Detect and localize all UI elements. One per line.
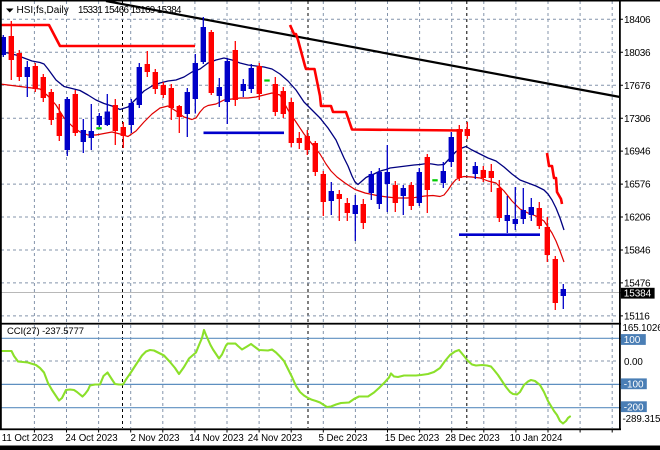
svg-text:11 Oct 2023: 11 Oct 2023 (2, 433, 54, 444)
svg-text:17676: 17676 (624, 81, 651, 92)
svg-text:CCI(27) -237.5777: CCI(27) -237.5777 (7, 326, 84, 337)
svg-text:-200: -200 (624, 402, 644, 413)
svg-text:28 Dec 2023: 28 Dec 2023 (445, 433, 499, 444)
svg-text:24 Nov 2023: 24 Nov 2023 (248, 433, 302, 444)
svg-text:15476: 15476 (624, 279, 651, 290)
svg-text:18036: 18036 (624, 48, 651, 59)
svg-text:15846: 15846 (624, 246, 651, 257)
svg-text:15331 15466 15169 15384: 15331 15466 15169 15384 (78, 5, 182, 16)
svg-text:0.00: 0.00 (624, 357, 643, 368)
svg-text:HSI,fs,Daily: HSI,fs,Daily (17, 5, 69, 16)
svg-text:16946: 16946 (624, 147, 651, 158)
svg-text:14 Nov 2023: 14 Nov 2023 (189, 433, 243, 444)
svg-text:100: 100 (624, 335, 641, 346)
svg-text:16576: 16576 (624, 180, 651, 191)
svg-text:5 Dec 2023: 5 Dec 2023 (318, 433, 367, 444)
svg-text:165.1026: 165.1026 (623, 323, 660, 334)
svg-text:-289.315: -289.315 (623, 414, 660, 425)
svg-text:18406: 18406 (624, 15, 651, 26)
svg-text:15116: 15116 (624, 312, 650, 323)
svg-text:15 Dec 2023: 15 Dec 2023 (385, 433, 439, 444)
svg-text:24 Oct 2023: 24 Oct 2023 (65, 433, 117, 444)
svg-text:10 Jan 2024: 10 Jan 2024 (510, 433, 563, 444)
svg-text:15384: 15384 (624, 289, 652, 300)
svg-text:2 Nov 2023: 2 Nov 2023 (130, 433, 179, 444)
svg-text:16206: 16206 (624, 213, 651, 224)
svg-text:-100: -100 (624, 379, 644, 390)
svg-text:17306: 17306 (624, 114, 651, 125)
